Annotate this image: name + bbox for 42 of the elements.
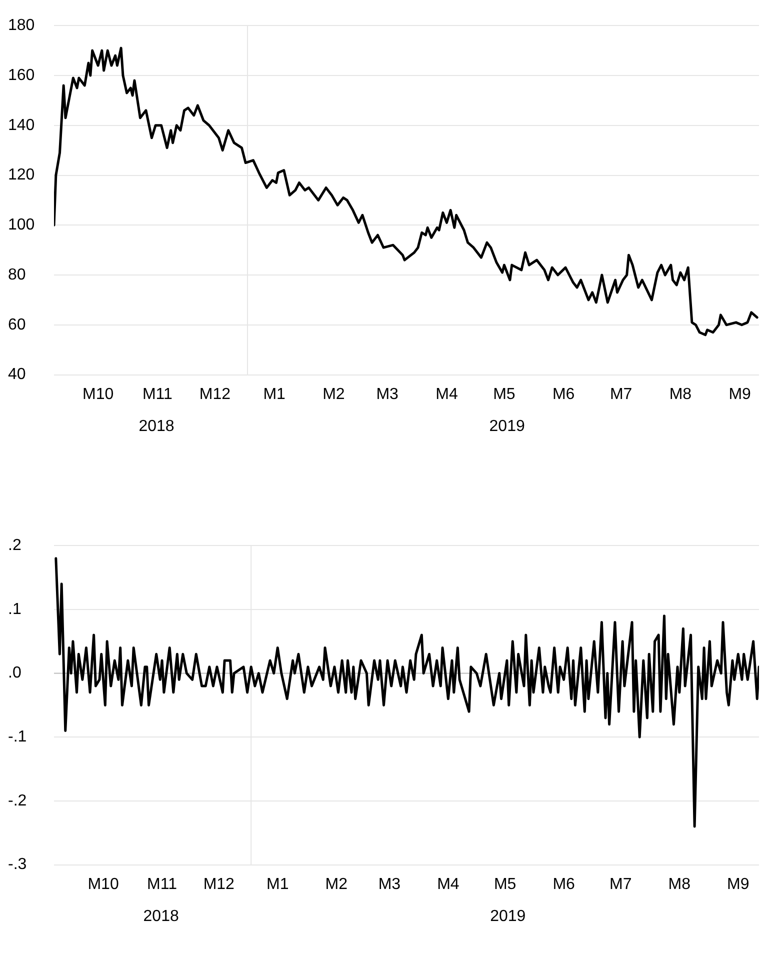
y-tick-label: 100: [8, 216, 35, 234]
x-tick-label: M10: [82, 386, 114, 403]
x-tick-label: M11: [142, 386, 173, 403]
x-tick-label: M8: [669, 386, 692, 403]
x-tick-label: M2: [322, 386, 345, 403]
text: 2019: [489, 418, 525, 436]
x-tick-label: M7: [610, 386, 632, 403]
y-tick-label: 140: [8, 116, 35, 134]
x-tick-label: M5: [494, 876, 516, 893]
y-tick-label: 120: [8, 166, 35, 184]
x-tick-label: M4: [437, 876, 460, 893]
x-tick-label: M6: [552, 876, 576, 893]
x-tick-label: M3: [376, 386, 399, 403]
x-tick-label: M1: [266, 876, 289, 893]
y-tick-label: .0: [8, 664, 22, 682]
y-tick-label: 40: [8, 366, 26, 384]
x-tick-label: M7: [610, 876, 632, 893]
x-tick-label: M1: [263, 386, 286, 403]
x-tick-label: M8: [668, 876, 691, 893]
x-tick-label: M9: [728, 386, 752, 403]
x-tick-label: M9: [727, 876, 750, 893]
text: 2018: [143, 908, 179, 926]
x-tick-label: M5: [493, 386, 516, 403]
text: 2019: [490, 908, 526, 926]
x-tick-label: M12: [199, 386, 231, 403]
y-tick-label: -.3: [8, 856, 27, 874]
y-tick-label: 180: [8, 17, 35, 34]
y-tick-label: 160: [8, 66, 35, 84]
y-tick-label: 80: [8, 266, 26, 284]
x-tick-label: M4: [436, 386, 458, 403]
x-tick-label: M10: [88, 876, 119, 893]
x-tick-label: M6: [552, 386, 575, 403]
y-tick-label: .1: [8, 600, 22, 618]
y-tick-label: 60: [8, 316, 26, 334]
x-tick-label: M3: [378, 876, 401, 893]
x-tick-label: M11: [147, 876, 178, 893]
y-tick-label: .2: [8, 537, 22, 554]
x-tick-label: M2: [325, 876, 348, 893]
y-tick-label: -.1: [8, 728, 27, 746]
x-tick-label: M12: [203, 876, 235, 893]
y-tick-label: -.2: [8, 792, 27, 810]
text: 2018: [138, 418, 174, 436]
